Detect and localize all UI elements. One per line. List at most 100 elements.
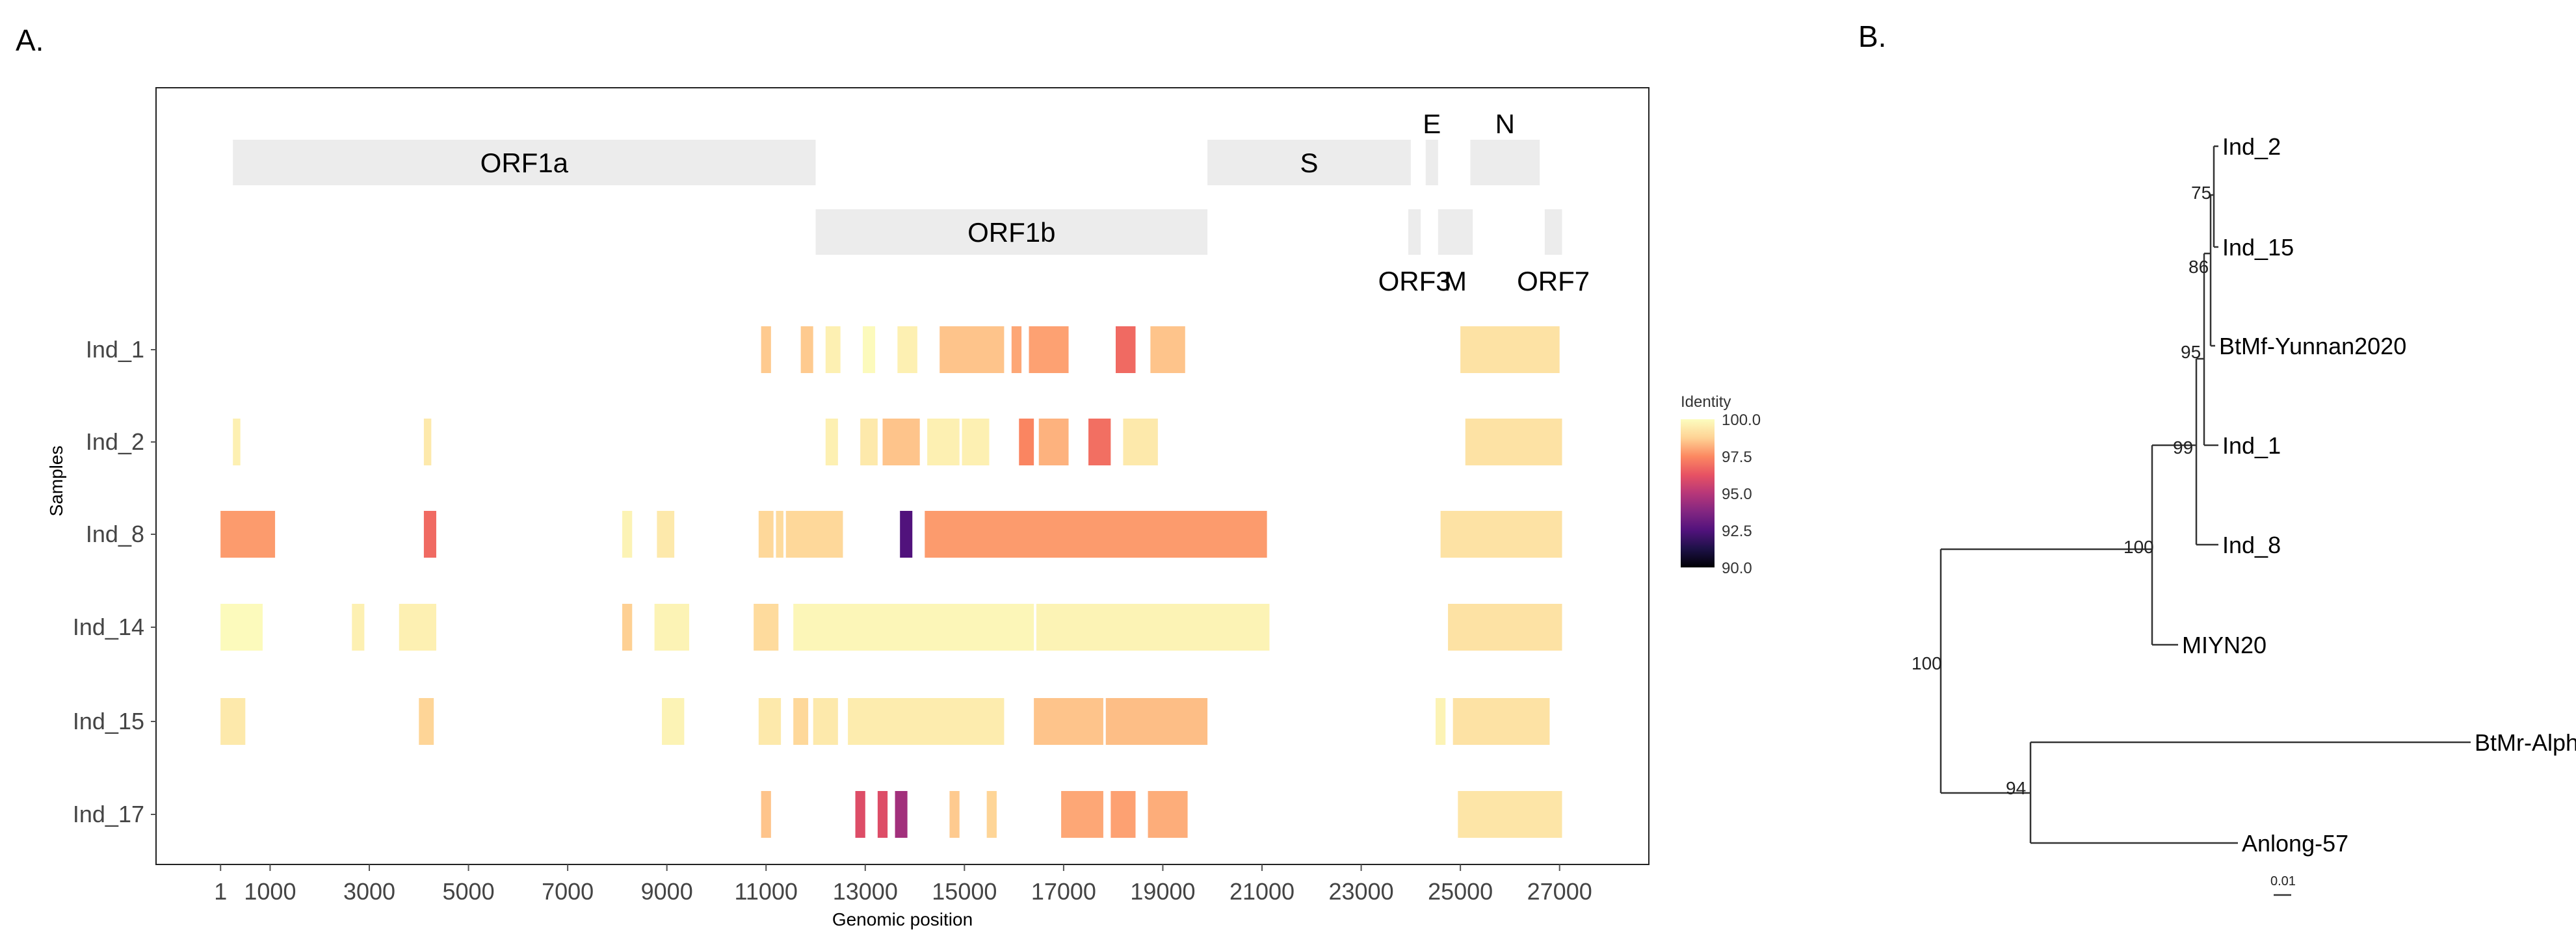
segment-ind-14-0 <box>220 604 263 651</box>
segment-ind-8-1 <box>423 511 436 558</box>
sample-label-ind-17: Ind_17 <box>73 801 144 827</box>
tip-ind-8: Ind_8 <box>2222 532 2281 558</box>
bootstrap-86: 86 <box>2188 257 2209 277</box>
segment-ind-17-8 <box>1148 791 1188 838</box>
tip-ind-2: Ind_2 <box>2222 133 2281 160</box>
x-tick-label-13000: 13000 <box>833 878 898 905</box>
sample-label-ind-8: Ind_8 <box>86 521 144 547</box>
segment-ind-1-5 <box>940 326 1005 373</box>
plot-frame <box>155 87 1649 865</box>
segment-ind-1-9 <box>1150 326 1185 373</box>
gene-label-e: E <box>1423 109 1441 139</box>
gene-label-orf3: ORF3 <box>1378 266 1451 296</box>
segment-ind-17-6 <box>1061 791 1103 838</box>
identity-segments <box>220 326 1562 838</box>
segment-ind-2-4 <box>882 419 920 465</box>
x-tick-label-5000: 5000 <box>443 878 495 905</box>
gene-box-s <box>1207 140 1411 185</box>
segment-ind-2-8 <box>1038 419 1069 465</box>
segment-ind-2-0 <box>233 419 241 465</box>
segment-ind-8-6 <box>785 511 843 558</box>
x-tick-label-3000: 3000 <box>343 878 395 905</box>
segment-ind-8-0 <box>220 511 276 558</box>
segment-ind-1-3 <box>862 326 876 373</box>
x-tick-label-21000: 21000 <box>1229 878 1295 905</box>
segment-ind-17-5 <box>986 791 997 838</box>
bootstrap-75: 75 <box>2191 183 2211 203</box>
segment-ind-2-1 <box>423 419 432 465</box>
segment-ind-2-6 <box>962 419 990 465</box>
segment-ind-1-7 <box>1029 326 1069 373</box>
segment-ind-2-3 <box>860 419 878 465</box>
segment-ind-17-9 <box>1458 791 1562 838</box>
segment-ind-17-0 <box>761 791 771 838</box>
x-tick-label-9000: 9000 <box>641 878 693 905</box>
segment-ind-14-5 <box>754 604 779 651</box>
segment-ind-2-7 <box>1019 419 1034 465</box>
segment-ind-15-4 <box>793 698 809 745</box>
segment-ind-2-2 <box>825 419 838 465</box>
segment-ind-8-8 <box>925 511 1267 558</box>
x-tick-label-1000: 1000 <box>244 878 296 905</box>
segment-ind-14-8 <box>1448 604 1562 651</box>
tip-miyn20: MIYN20 <box>2182 632 2267 658</box>
scale-bar-label: 0.01 <box>2270 874 2296 889</box>
segment-ind-8-7 <box>900 511 913 558</box>
x-tick-label-23000: 23000 <box>1329 878 1394 905</box>
x-tick-label-27000: 27000 <box>1527 878 1592 905</box>
segment-ind-17-2 <box>877 791 888 838</box>
bootstrap-100-root: 100 <box>1912 653 1942 673</box>
legend-tick-90: 90.0 <box>1722 560 1752 577</box>
gene-label-orf1b: ORF1b <box>967 217 1055 248</box>
sample-label-ind-2: Ind_2 <box>86 428 144 455</box>
x-tick-label-11000: 11000 <box>735 878 798 905</box>
x-axis-ticks: 1 1000 3000 5000 7000 9000 11000 13000 15000 1700… <box>214 864 1592 905</box>
panel-b-label: B. <box>1858 19 1886 53</box>
tip-ind-15: Ind_15 <box>2222 234 2294 261</box>
segment-ind-2-5 <box>927 419 960 465</box>
x-tick-label-15000: 15000 <box>932 878 997 905</box>
bootstrap-95: 95 <box>2181 342 2201 362</box>
segment-ind-2-11 <box>1465 419 1562 465</box>
panel-a-label: A. <box>16 23 44 57</box>
segment-ind-15-0 <box>220 698 246 745</box>
segment-ind-1-10 <box>1460 326 1560 373</box>
segment-ind-1-2 <box>825 326 841 373</box>
segment-ind-2-10 <box>1123 419 1158 465</box>
segment-ind-14-2 <box>399 604 436 651</box>
tip-ind-1: Ind_1 <box>2222 432 2281 459</box>
segment-ind-1-4 <box>897 326 917 373</box>
segment-ind-14-4 <box>654 604 689 651</box>
x-tick-label-7000: 7000 <box>542 878 594 905</box>
x-tick-label-1: 1 <box>214 878 227 905</box>
y-axis-title: Samples <box>46 446 66 517</box>
legend-tick-92-5: 92.5 <box>1722 523 1752 540</box>
segment-ind-14-6 <box>793 604 1034 651</box>
tip-btmr-alphacov-sax2011: BtMr-AlphaCoV_SAX2011 <box>2475 729 2576 756</box>
tip-anlong-57: Anlong-57 <box>2242 830 2348 857</box>
bootstrap-94: 94 <box>2006 778 2026 798</box>
segment-ind-1-1 <box>800 326 813 373</box>
tree-branches <box>1939 145 2471 896</box>
segment-ind-8-5 <box>776 511 783 558</box>
segment-ind-17-1 <box>855 791 865 838</box>
segment-ind-1-6 <box>1011 326 1022 373</box>
segment-ind-15-5 <box>813 698 838 745</box>
gene-box-n <box>1470 140 1540 185</box>
legend-tick-95: 95.0 <box>1722 486 1752 503</box>
segment-ind-8-3 <box>657 511 675 558</box>
gene-label-orf1a: ORF1a <box>480 148 569 178</box>
sample-labels: Ind_1 Ind_2 Ind_8 Ind_14 Ind_15 Ind_17 <box>73 336 156 827</box>
sample-label-ind-1: Ind_1 <box>86 336 144 363</box>
segment-ind-8-9 <box>1440 511 1562 558</box>
gene-label-s: S <box>1300 148 1318 178</box>
segment-ind-1-8 <box>1116 326 1136 373</box>
sample-label-ind-14: Ind_14 <box>73 614 144 640</box>
segment-ind-1-0 <box>761 326 771 373</box>
x-axis-title: Genomic position <box>832 909 973 929</box>
legend-tick-100: 100.0 <box>1722 411 1761 429</box>
segment-ind-15-3 <box>758 698 782 745</box>
